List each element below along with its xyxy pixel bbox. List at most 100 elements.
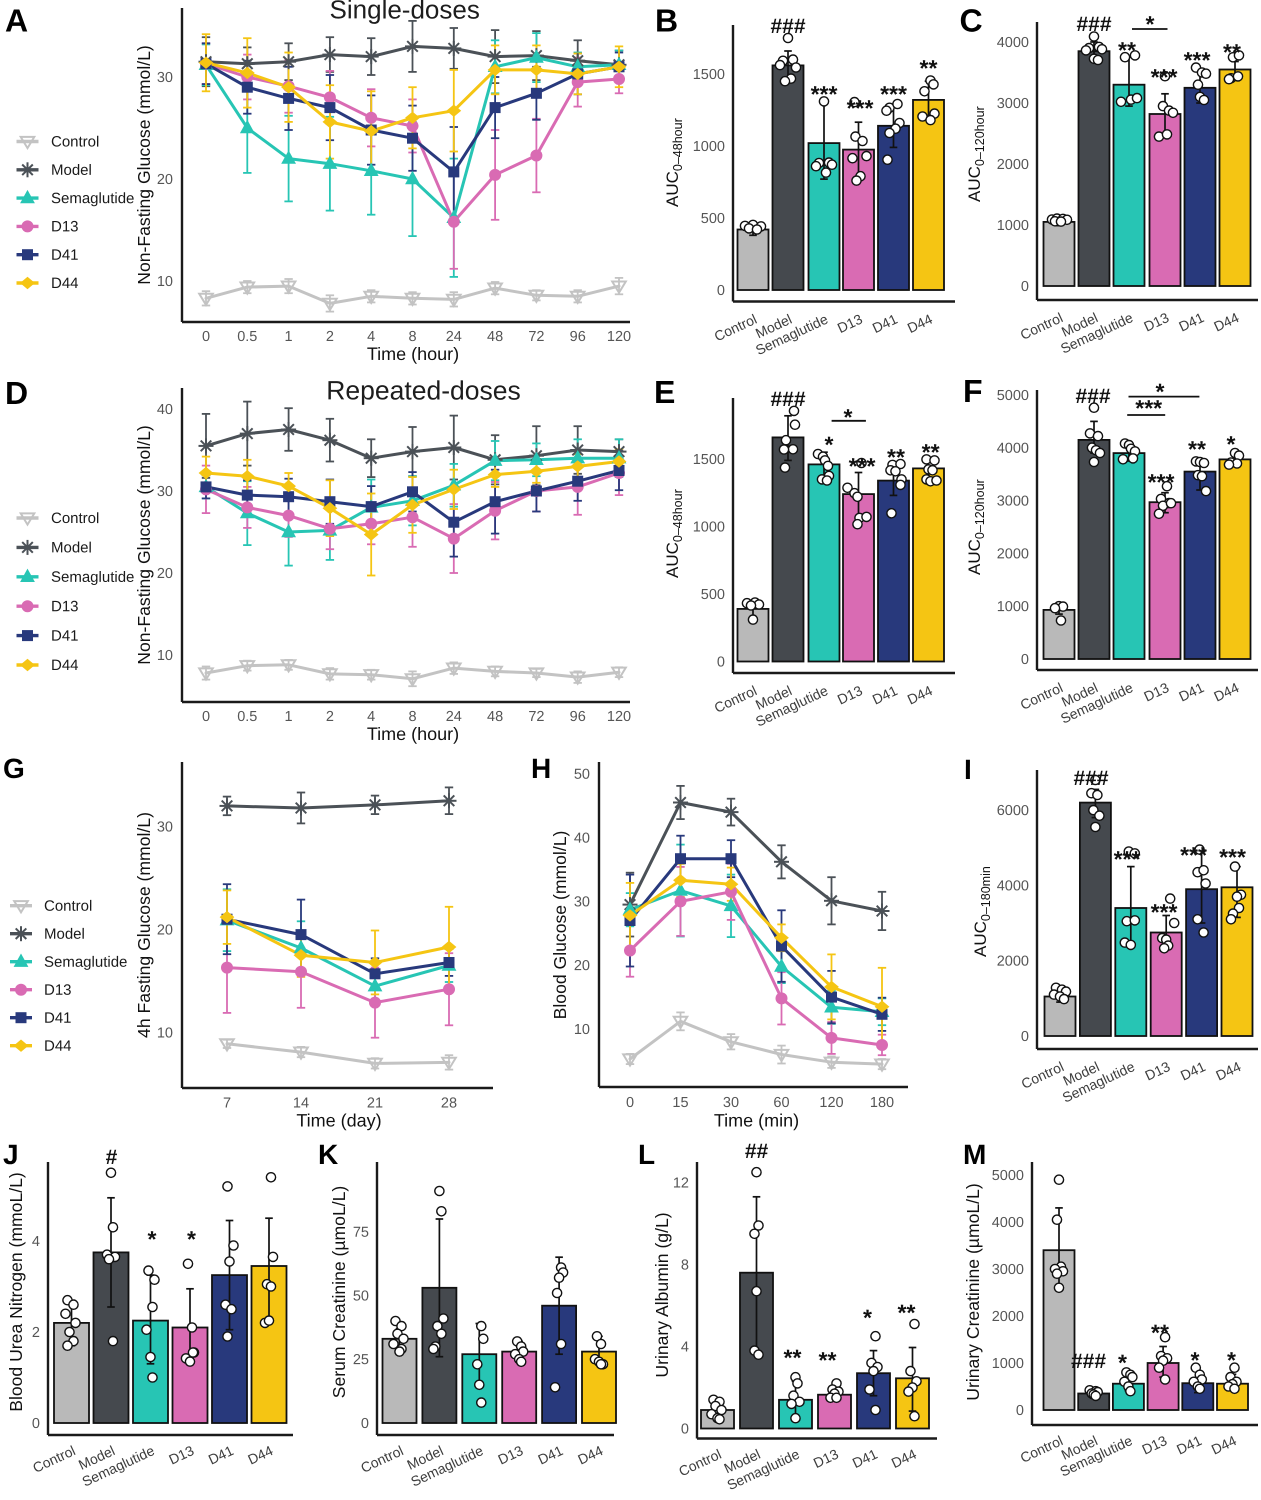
svg-text:2000: 2000 xyxy=(997,954,1029,970)
svg-text:Time (hour): Time (hour) xyxy=(367,724,459,744)
svg-text:Model: Model xyxy=(51,162,92,179)
svg-text:0: 0 xyxy=(626,1095,634,1111)
svg-text:2: 2 xyxy=(326,709,334,725)
svg-text:D41: D41 xyxy=(44,1010,72,1027)
svg-text:120: 120 xyxy=(819,1095,843,1111)
svg-text:Time (hour): Time (hour) xyxy=(367,344,459,364)
svg-text:2000: 2000 xyxy=(997,157,1029,173)
svg-text:0: 0 xyxy=(361,1416,369,1432)
svg-text:##: ## xyxy=(745,1140,769,1163)
svg-text:*: * xyxy=(844,404,853,430)
svg-text:8: 8 xyxy=(681,1257,689,1273)
svg-text:4: 4 xyxy=(367,709,375,725)
svg-text:***: *** xyxy=(1151,64,1178,90)
svg-text:#: # xyxy=(106,1146,118,1169)
svg-text:0.5: 0.5 xyxy=(237,709,257,725)
svg-text:Model: Model xyxy=(51,539,92,556)
svg-text:K: K xyxy=(318,1139,338,1170)
svg-text:1: 1 xyxy=(285,709,293,725)
svg-text:*: * xyxy=(1227,431,1236,457)
svg-text:***: *** xyxy=(849,453,876,479)
svg-text:A: A xyxy=(5,3,28,39)
svg-text:***: *** xyxy=(847,95,874,121)
svg-text:5000: 5000 xyxy=(997,388,1029,404)
svg-text:***: *** xyxy=(1180,842,1207,868)
svg-text:4: 4 xyxy=(681,1339,689,1355)
svg-text:4000: 4000 xyxy=(997,878,1029,894)
svg-text:8: 8 xyxy=(408,329,416,345)
svg-text:**: ** xyxy=(898,1299,916,1325)
svg-text:0: 0 xyxy=(717,283,725,299)
svg-text:###: ### xyxy=(770,388,805,411)
svg-text:30: 30 xyxy=(723,1095,739,1111)
svg-text:10: 10 xyxy=(574,1022,590,1038)
svg-text:***: *** xyxy=(1114,846,1141,872)
svg-text:2: 2 xyxy=(32,1325,40,1341)
svg-text:***: *** xyxy=(880,81,907,107)
svg-text:***: *** xyxy=(1151,899,1178,925)
svg-text:21: 21 xyxy=(367,1095,383,1111)
svg-text:Semaglutide: Semaglutide xyxy=(51,569,134,586)
svg-text:4000: 4000 xyxy=(992,1215,1024,1231)
svg-text:500: 500 xyxy=(701,587,725,603)
svg-text:E: E xyxy=(654,374,675,410)
svg-text:72: 72 xyxy=(528,709,544,725)
svg-text:H: H xyxy=(531,753,551,784)
svg-text:M: M xyxy=(963,1139,986,1170)
svg-text:30: 30 xyxy=(157,819,173,835)
svg-text:D44: D44 xyxy=(51,657,79,674)
svg-text:0: 0 xyxy=(681,1421,689,1437)
svg-text:3000: 3000 xyxy=(997,494,1029,510)
svg-text:40: 40 xyxy=(574,831,590,847)
svg-text:D44: D44 xyxy=(44,1038,72,1055)
svg-text:10: 10 xyxy=(157,1025,173,1041)
svg-text:20: 20 xyxy=(574,958,590,974)
svg-text:**: ** xyxy=(887,444,905,470)
svg-text:###: ### xyxy=(1076,13,1111,36)
svg-text:1000: 1000 xyxy=(693,139,725,155)
svg-text:1000: 1000 xyxy=(997,218,1029,234)
svg-text:20: 20 xyxy=(157,172,173,188)
svg-text:Serum Creatinine (µmoL/L): Serum Creatinine (µmoL/L) xyxy=(329,1186,349,1399)
svg-text:75: 75 xyxy=(353,1225,369,1241)
svg-text:4h Fasting Glucose (mmol/L): 4h Fasting Glucose (mmol/L) xyxy=(134,812,154,1038)
svg-text:72: 72 xyxy=(528,329,544,345)
svg-text:50: 50 xyxy=(574,767,590,783)
svg-text:96: 96 xyxy=(570,329,586,345)
svg-text:0: 0 xyxy=(1021,652,1029,668)
svg-text:D41: D41 xyxy=(51,247,79,264)
svg-text:Non-Fasting Glucose (mmol/L): Non-Fasting Glucose (mmol/L) xyxy=(134,45,154,285)
svg-text:10: 10 xyxy=(157,648,173,664)
svg-text:C: C xyxy=(959,3,982,39)
svg-text:500: 500 xyxy=(701,211,725,227)
svg-text:5000: 5000 xyxy=(992,1168,1024,1184)
svg-text:1500: 1500 xyxy=(693,452,725,468)
svg-text:I: I xyxy=(964,754,972,785)
svg-text:20: 20 xyxy=(157,922,173,938)
svg-text:14: 14 xyxy=(293,1095,309,1111)
svg-text:0: 0 xyxy=(717,654,725,670)
svg-text:***: *** xyxy=(1148,469,1175,495)
svg-text:Control: Control xyxy=(51,134,99,151)
svg-text:**: ** xyxy=(819,1347,837,1373)
svg-text:**: ** xyxy=(1188,436,1206,462)
svg-text:40: 40 xyxy=(157,402,173,418)
svg-text:D41: D41 xyxy=(51,628,79,645)
svg-text:2000: 2000 xyxy=(997,546,1029,562)
svg-text:7: 7 xyxy=(223,1095,231,1111)
svg-text:4: 4 xyxy=(32,1234,40,1250)
svg-text:**: ** xyxy=(1151,1319,1169,1345)
svg-text:48: 48 xyxy=(487,709,503,725)
svg-text:###: ### xyxy=(1075,385,1110,408)
svg-text:###: ### xyxy=(1073,767,1108,790)
svg-text:G: G xyxy=(3,753,25,784)
svg-text:4000: 4000 xyxy=(997,441,1029,457)
svg-text:*: * xyxy=(1156,378,1165,404)
svg-text:Urinary Creatinine (µmoL/L): Urinary Creatinine (µmoL/L) xyxy=(963,1183,983,1400)
svg-text:***: *** xyxy=(1219,844,1246,870)
svg-text:120: 120 xyxy=(607,709,631,725)
svg-text:*: * xyxy=(863,1304,872,1330)
svg-text:50: 50 xyxy=(353,1288,369,1304)
svg-text:20: 20 xyxy=(157,566,173,582)
svg-text:4: 4 xyxy=(367,329,375,345)
